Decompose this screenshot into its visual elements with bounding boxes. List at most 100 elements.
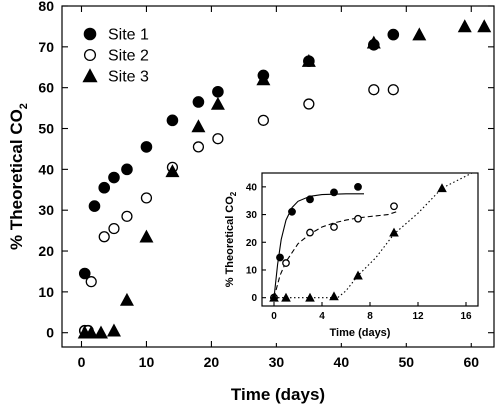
data-point-site-3 <box>84 325 99 339</box>
data-point-site-2 <box>98 231 110 243</box>
data-point-site-3 <box>165 164 180 178</box>
data-point-site-3 <box>256 72 271 86</box>
inset-plot-frame <box>261 172 479 307</box>
inset-x-tick-label: 0 <box>271 311 277 322</box>
legend-label-site-3: Site 3 <box>108 69 149 86</box>
main-x-tick-label: 20 <box>204 354 220 370</box>
legend-marker-site-3 <box>82 68 98 83</box>
inset-y-tick-label: 10 <box>246 265 258 276</box>
data-point-site-3 <box>366 35 381 49</box>
inset-x-tick-label: 4 <box>319 311 325 322</box>
data-point-site-1 <box>192 96 205 108</box>
inset-data-point-site-1 <box>276 253 284 262</box>
main-y-tick-label: 10 <box>38 284 54 300</box>
data-point-site-3 <box>412 27 427 41</box>
main-x-tick-label: 10 <box>139 354 155 370</box>
data-point-site-2 <box>368 84 380 96</box>
inset-data-point-site-3 <box>269 292 279 302</box>
inset-data-point-site-1 <box>330 188 338 197</box>
data-point-site-3 <box>301 53 316 67</box>
inset-y-tick-label: 40 <box>246 182 258 193</box>
inset-background <box>214 168 485 343</box>
data-point-site-2 <box>192 141 205 153</box>
inset-ticks: 0 4 8 12 16 0 10 20 30 40 <box>246 182 472 322</box>
main-plot-frame <box>61 5 495 348</box>
data-point-site-1 <box>121 163 133 176</box>
inset-data-point-site-3 <box>389 227 399 237</box>
main-y-tick-label: 20 <box>38 243 54 259</box>
inset-y-axis-title: % Theoretical CO2 <box>224 191 238 287</box>
inset-chart: 0 4 8 12 16 0 10 20 30 40 Time (days) % Theoretic… <box>214 168 485 343</box>
inset-data-point-site-3 <box>281 292 291 302</box>
main-x-tick-label: 0 <box>78 354 86 370</box>
inset-data-point-site-3 <box>353 270 363 280</box>
main-y-axis-title-text: % Theoretical CO <box>7 109 26 250</box>
data-point-site-3 <box>93 325 108 339</box>
legend-label-site-2: Site 2 <box>108 48 149 65</box>
legend: Site 1 Site 2 Site 3 <box>82 27 149 86</box>
data-point-site-1 <box>108 171 120 184</box>
data-point-site-2 <box>387 84 399 96</box>
data-point-site-2 <box>212 133 224 145</box>
inset-data-point-site-2 <box>390 202 398 211</box>
data-point-site-2 <box>108 222 120 235</box>
main-y-axis-title: % Theoretical CO2 <box>7 103 30 250</box>
inset-data-point-site-2 <box>330 223 338 231</box>
inset-data-point-site-3 <box>329 291 339 301</box>
main-x-tick-label: 50 <box>399 354 415 370</box>
inset-y-axis-title-text: % Theoretical CO <box>224 196 236 288</box>
data-point-site-3 <box>119 292 134 306</box>
main-points <box>77 19 492 339</box>
legend-marker-site-2 <box>83 48 97 62</box>
main-y-axis-title-subscript: 2 <box>18 103 30 109</box>
data-point-site-2 <box>121 210 133 222</box>
inset-data-point-site-2 <box>306 228 314 237</box>
main-y-tick-label: 0 <box>46 325 54 341</box>
data-point-site-1 <box>78 267 91 280</box>
main-y-tick-label: 80 <box>38 0 54 14</box>
data-point-site-1 <box>140 141 153 153</box>
main-y-tick-label: 70 <box>38 39 54 55</box>
inset-data-point-site-1 <box>306 195 314 204</box>
main-x-tick-label: 40 <box>334 354 350 370</box>
data-point-site-2 <box>140 192 153 204</box>
inset-y-tick-label: 0 <box>251 293 257 304</box>
inset-y-axis-title-subscript: 2 <box>229 191 238 196</box>
data-point-site-3 <box>106 323 121 337</box>
legend-marker-site-1 <box>83 27 97 41</box>
main-y-tick-label: 60 <box>38 80 54 96</box>
data-point-site-2 <box>303 98 315 110</box>
inset-y-tick-label: 30 <box>246 210 258 221</box>
inset-x-axis-title: Time (days) <box>330 327 391 339</box>
inset-data-point-site-2 <box>354 214 362 223</box>
main-x-tick-label: 60 <box>463 354 479 370</box>
inset-y-tick-label: 20 <box>246 238 258 249</box>
data-point-site-3 <box>210 96 225 110</box>
data-point-site-3 <box>139 229 154 243</box>
inset-data-point-site-1 <box>354 182 362 191</box>
main-y-tick-label: 40 <box>38 161 54 177</box>
inset-x-tick-label: 16 <box>460 311 472 322</box>
inset-data-point-site-1 <box>288 207 296 216</box>
data-point-site-3 <box>191 119 206 133</box>
data-point-site-1 <box>166 114 179 127</box>
main-x-tick-label: 30 <box>269 354 285 370</box>
inset-points <box>269 182 447 302</box>
main-y-tick-label: 50 <box>38 121 54 137</box>
main-x-axis-title: Time (days) <box>231 385 325 404</box>
legend-label-site-1: Site 1 <box>108 27 149 44</box>
data-point-site-1 <box>212 85 224 98</box>
inset-data-point-site-3 <box>437 183 447 193</box>
data-point-site-2 <box>85 276 97 288</box>
data-point-site-1 <box>88 200 101 212</box>
inset-x-tick-label: 12 <box>412 311 424 322</box>
inset-x-tick-label: 8 <box>367 311 373 322</box>
data-point-site-1 <box>98 181 111 194</box>
data-point-site-3 <box>477 19 492 33</box>
inset-data-point-site-2 <box>282 259 290 267</box>
main-y-tick-label: 30 <box>38 202 54 218</box>
